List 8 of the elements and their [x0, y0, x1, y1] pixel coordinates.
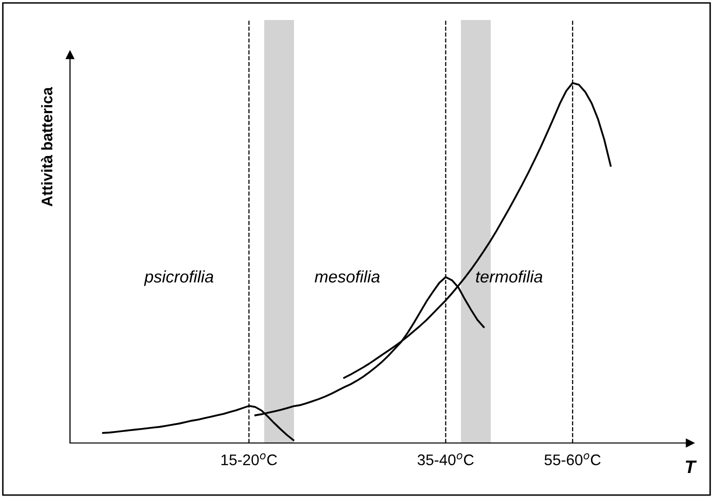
- x-axis-title: T: [686, 460, 697, 474]
- annotation: termofilia: [476, 270, 542, 283]
- x-tick-label: 15-20$^{o}$C: [221, 453, 277, 466]
- y-axis-title: Attività batterica: [41, 86, 52, 206]
- x-tick-label: 35-40$^{o}$C: [418, 453, 474, 466]
- x-tick-label: 55-60$^{o}$C: [544, 453, 601, 466]
- annotation: psicrofilia: [144, 270, 214, 286]
- annotation: mesofilia: [314, 270, 380, 283]
